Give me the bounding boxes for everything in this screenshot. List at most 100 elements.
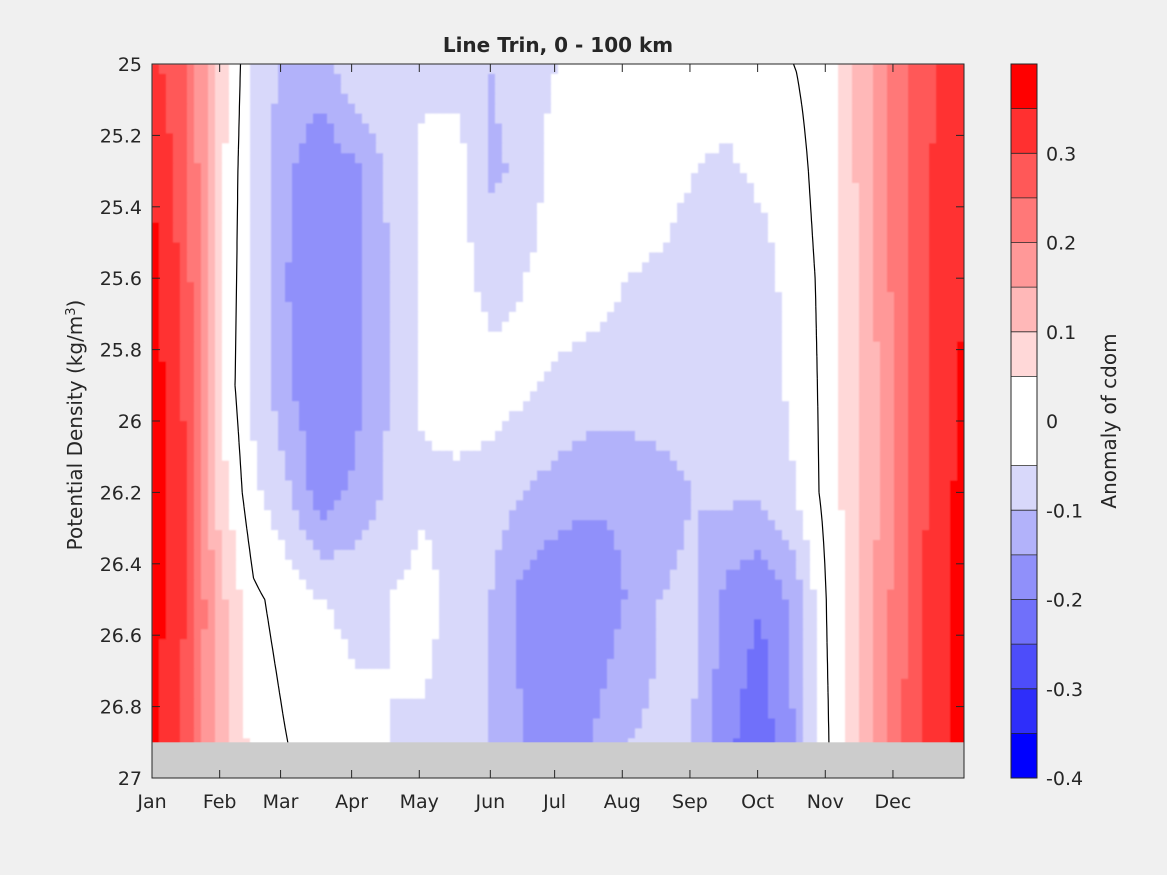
contour-cell (453, 302, 461, 313)
contour-cell (376, 302, 384, 313)
contour-cell (915, 232, 923, 244)
contour-cell (747, 143, 755, 154)
contour-cell (250, 440, 258, 452)
contour-cell (355, 212, 363, 224)
contour-cell (852, 262, 860, 273)
contour-cell (586, 401, 594, 412)
contour-cells (152, 64, 964, 778)
contour-cell (852, 440, 860, 452)
contour-cell (453, 371, 461, 382)
contour-cell (894, 341, 902, 353)
contour-cell (600, 321, 608, 333)
contour-cell (796, 262, 804, 273)
contour-cell (908, 351, 916, 363)
contour-cell (628, 212, 636, 224)
contour-cell (740, 143, 748, 154)
contour-cell (957, 73, 964, 85)
contour-cell (677, 331, 685, 343)
contour-cell (684, 252, 692, 263)
contour-cell (488, 242, 496, 254)
contour-cell (775, 421, 783, 432)
contour-cell (600, 480, 608, 492)
contour-cell (796, 331, 804, 343)
contour-cell (432, 252, 440, 263)
contour-cell (341, 133, 349, 144)
contour-cell (712, 103, 720, 115)
contour-cell (586, 351, 594, 363)
contour-cell (901, 282, 909, 293)
contour-cell (537, 450, 545, 462)
contour-cell (621, 173, 629, 184)
contour-cell (453, 252, 461, 263)
contour-cell (810, 341, 818, 353)
contour-cell (628, 302, 636, 313)
contour-cell (796, 401, 804, 412)
contour-cell (950, 282, 958, 293)
contour-cell (880, 123, 888, 135)
contour-cell (593, 361, 601, 373)
contour-cell (817, 113, 825, 125)
contour-cell (488, 421, 496, 432)
contour-cell (516, 292, 524, 303)
contour-cell (684, 430, 692, 442)
contour-cell (719, 430, 727, 442)
contour-cell (271, 282, 279, 293)
contour-cell (698, 212, 706, 224)
contour-cell (677, 163, 685, 174)
contour-cell (509, 73, 517, 85)
contour-cell (866, 421, 874, 432)
contour-cell (754, 311, 762, 323)
contour-cell (278, 192, 286, 204)
contour-cell (313, 321, 321, 333)
contour-cell (642, 361, 650, 373)
contour-cell (607, 331, 615, 343)
contour-cell (565, 411, 573, 422)
contour-cell (740, 103, 748, 115)
contour-cell (495, 401, 503, 412)
contour-cell (859, 192, 867, 204)
contour-cell (831, 480, 839, 492)
contour-cell (642, 421, 650, 432)
contour-cell (173, 64, 181, 75)
contour-cell (957, 440, 964, 452)
contour-cell (208, 371, 216, 382)
contour-cell (222, 262, 230, 273)
contour-cell (481, 133, 489, 144)
contour-cell (586, 282, 594, 293)
contour-cell (446, 292, 454, 303)
contour-cell (810, 262, 818, 273)
contour-cell (201, 222, 209, 234)
contour-cell (250, 321, 258, 333)
contour-cell (670, 113, 678, 125)
contour-cell (411, 411, 419, 422)
contour-cell (565, 480, 573, 492)
contour-cell (887, 262, 895, 273)
contour-cell (432, 153, 440, 164)
contour-cell (166, 163, 174, 174)
contour-cell (292, 470, 300, 482)
contour-cell (173, 242, 181, 254)
contour-cell (838, 212, 846, 224)
contour-cell (152, 83, 160, 95)
contour-cell (404, 391, 412, 402)
contour-cell (810, 73, 818, 85)
contour-cell (334, 460, 342, 472)
contour-cell (334, 341, 342, 353)
contour-cell (901, 183, 909, 194)
contour-cell (887, 331, 895, 343)
contour-cell (285, 93, 293, 105)
contour-cell (621, 113, 629, 125)
contour-cell (243, 192, 251, 204)
contour-cell (516, 262, 524, 273)
contour-cell (866, 232, 874, 244)
contour-cell (558, 272, 566, 283)
contour-cell (362, 212, 370, 224)
contour-cell (215, 371, 223, 382)
contour-cell (838, 302, 846, 313)
contour-cell (649, 311, 657, 323)
contour-cell (831, 73, 839, 85)
contour-cell (852, 113, 860, 125)
contour-cell (187, 302, 195, 313)
contour-cell (530, 411, 538, 422)
contour-cell (222, 113, 230, 125)
